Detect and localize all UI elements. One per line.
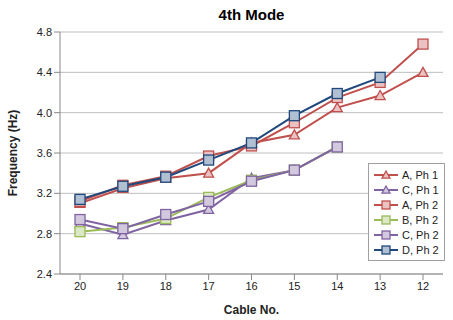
svg-text:Cable No.: Cable No. — [224, 303, 279, 317]
html-text:C, Ph 2: C, Ph 2 — [402, 228, 439, 241]
html-text:A, Ph 2: A, Ph 2 — [402, 198, 439, 211]
html-text:D, Ph 2: D, Ph 2 — [402, 243, 439, 256]
svg-text:4.0: 4.0 — [37, 107, 52, 119]
html-text:C, Ph 1: C, Ph 1 — [402, 183, 439, 196]
html-text:A, Ph 1: A, Ph 1 — [402, 168, 439, 181]
svg-text:2.8: 2.8 — [37, 228, 52, 240]
svg-text:13: 13 — [374, 280, 386, 292]
svg-text:20: 20 — [74, 280, 86, 292]
svg-text:15: 15 — [288, 280, 300, 292]
html-text:B, Ph 2: B, Ph 2 — [402, 213, 439, 226]
svg-text:19: 19 — [117, 280, 129, 292]
svg-text:3.2: 3.2 — [37, 187, 52, 199]
svg-text:17: 17 — [203, 280, 215, 292]
svg-text:14: 14 — [331, 280, 343, 292]
svg-text:Frequency (Hz): Frequency (Hz) — [8, 110, 20, 197]
svg-text:2.4: 2.4 — [37, 268, 52, 280]
svg-text:12: 12 — [417, 280, 429, 292]
svg-text:4.8: 4.8 — [37, 26, 52, 38]
svg-text:18: 18 — [160, 280, 172, 292]
svg-text:3.6: 3.6 — [37, 147, 52, 159]
html-text:4th Mode: 4th Mode — [218, 6, 285, 23]
svg-text:4.4: 4.4 — [37, 66, 52, 78]
svg-text:16: 16 — [245, 280, 257, 292]
